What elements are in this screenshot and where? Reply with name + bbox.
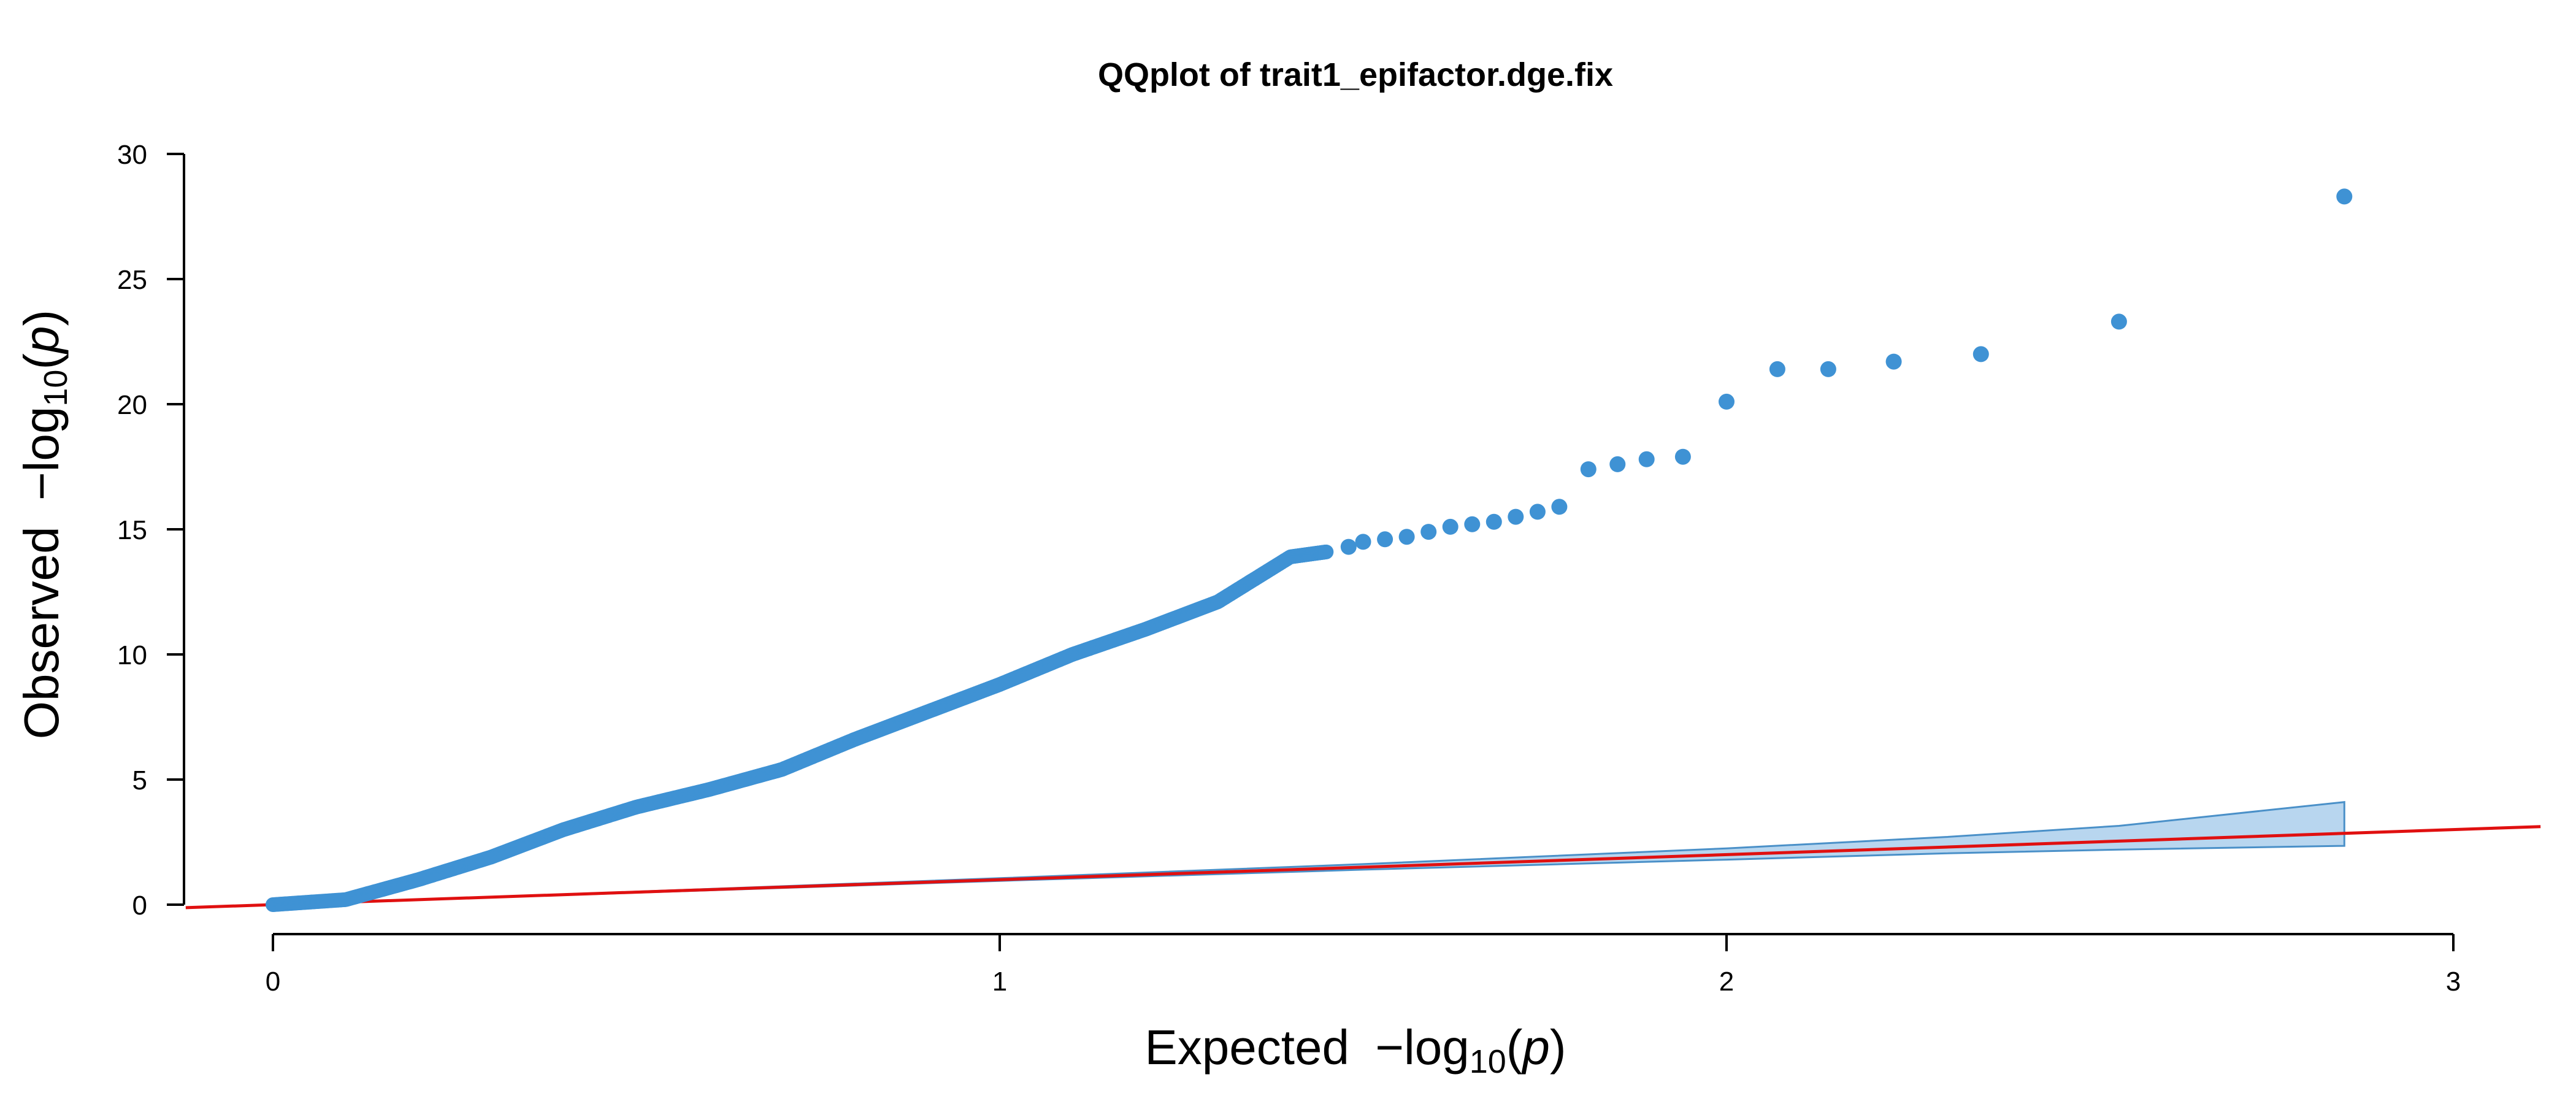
reference-line (185, 825, 2541, 910)
data-point (1377, 531, 1393, 548)
y-tick-label: 25 (117, 265, 147, 295)
data-point (1340, 539, 1357, 555)
data-point (1464, 516, 1481, 532)
y-axis-label: Observed −log10(p) (14, 310, 74, 739)
data-point (1398, 529, 1415, 545)
data-point (2336, 188, 2353, 205)
x-tick-label: 0 (266, 967, 280, 997)
data-point (1609, 456, 1626, 472)
x-tick-label: 2 (1719, 967, 1734, 997)
data-point (1420, 524, 1437, 540)
data-point (1319, 544, 1334, 559)
data-point (2110, 313, 2127, 330)
y-axis: 0 5 10 15 20 25 30 (117, 140, 185, 921)
points-group (266, 188, 2353, 912)
chart-title: QQplot of trait1_epifactor.dge.fix (1098, 56, 1613, 93)
data-point (1580, 461, 1597, 478)
x-axis-label: Expected −log10(p) (1144, 1020, 1566, 1080)
data-point (1529, 504, 1546, 520)
y-tick-label: 10 (117, 640, 147, 670)
data-point (1485, 513, 1502, 530)
y-tick-label: 15 (117, 515, 147, 545)
confidence-band-group (272, 801, 2345, 906)
data-point (1719, 393, 1735, 410)
y-tick-label: 0 (132, 891, 147, 921)
y-tick-label: 30 (117, 140, 147, 170)
x-tick-label: 1 (992, 967, 1007, 997)
x-tick-label: 3 (2446, 967, 2461, 997)
y-tick-label: 5 (132, 765, 147, 795)
data-point (1820, 361, 1836, 377)
data-point (1442, 518, 1459, 535)
reference-line-group (185, 825, 2541, 910)
data-point (1508, 508, 1524, 525)
data-point (1769, 361, 1785, 377)
data-point (1355, 534, 1371, 550)
data-point (1885, 353, 1902, 370)
confidence-band (272, 801, 2345, 906)
data-point (1551, 499, 1568, 515)
y-tick-label: 20 (117, 390, 147, 420)
x-axis: 0 1 2 3 (266, 933, 2461, 997)
data-point (1972, 346, 1989, 362)
data-point (1674, 448, 1691, 465)
data-point (1638, 451, 1655, 467)
